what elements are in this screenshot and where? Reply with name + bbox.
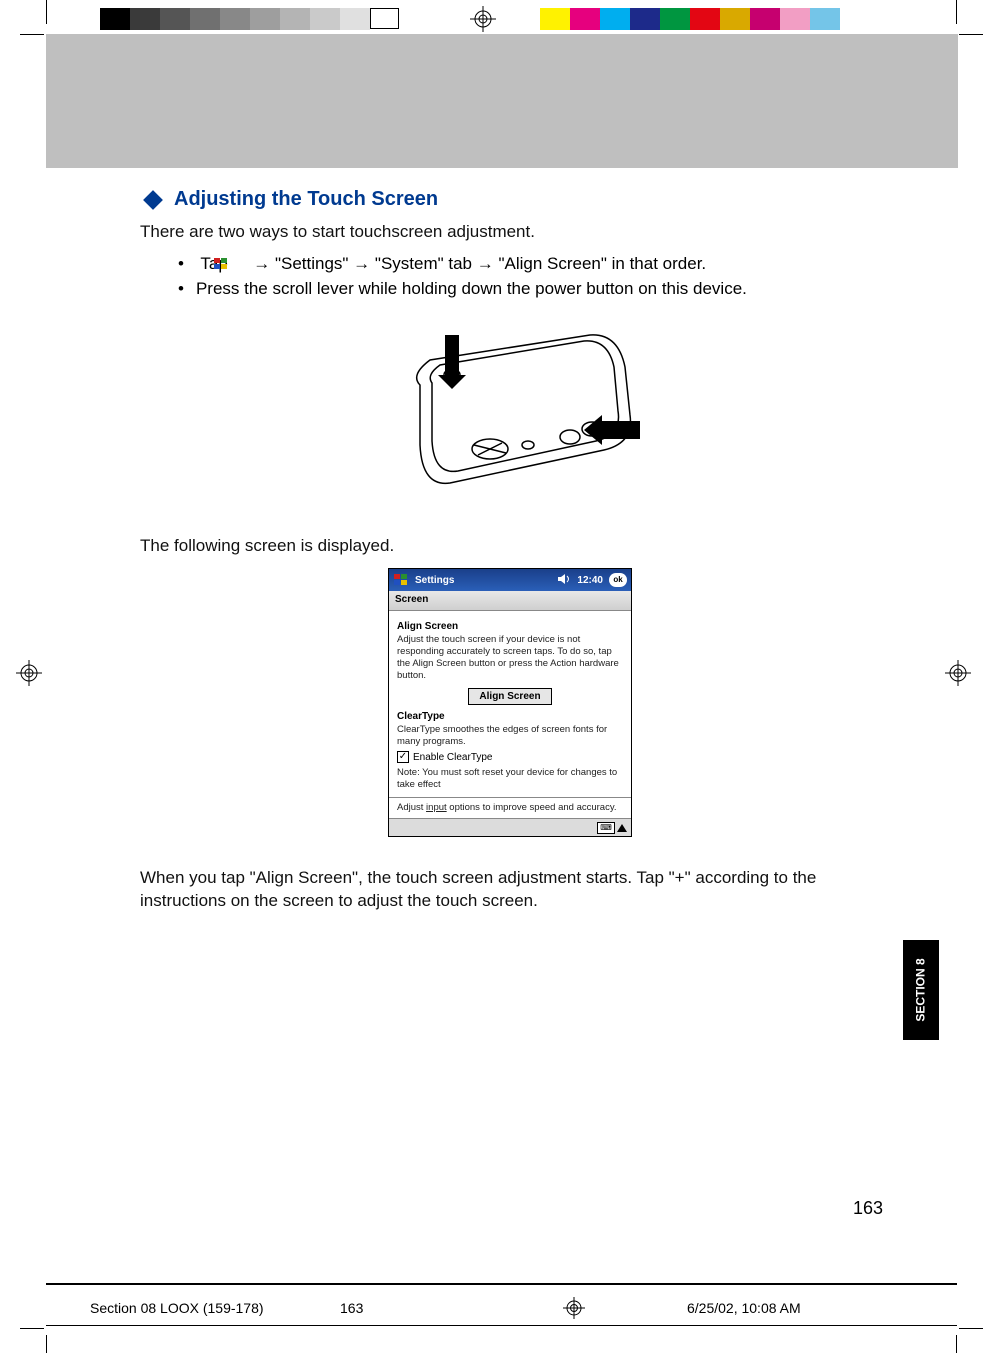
crop-mark [20, 34, 44, 35]
page-header-block [46, 34, 958, 168]
swatch [660, 8, 690, 30]
crop-mark [46, 0, 47, 24]
section-tab-label: SECTION 8 [914, 958, 928, 1021]
swatch [690, 8, 720, 30]
crop-mark [956, 0, 957, 24]
input-options-paragraph: Adjust input options to improve speed an… [397, 802, 623, 814]
align-screen-button[interactable]: Align Screen [468, 688, 551, 705]
swatch [750, 8, 780, 30]
note-paragraph: Note: You must soft reset your device fo… [397, 767, 623, 791]
crop-marks-bottom: Section 08 LOOX (159-178) 163 6/25/02, 1… [0, 1283, 987, 1353]
swatch [310, 8, 340, 30]
pda-subtitle-bar: Screen [389, 591, 631, 611]
ok-button[interactable]: ok [609, 573, 627, 587]
section-tab: SECTION 8 [903, 940, 939, 1040]
registration-mark-icon [563, 1297, 585, 1319]
footer-rule [46, 1325, 957, 1326]
footer-row: Section 08 LOOX (159-178) 163 6/25/02, 1… [90, 1297, 887, 1319]
registration-mark-icon [16, 660, 42, 686]
page-number: 163 [853, 1198, 883, 1219]
keyboard-icon[interactable]: ⌨ [597, 822, 615, 834]
divider [389, 797, 631, 798]
swatch [630, 8, 660, 30]
swatch [340, 8, 370, 30]
crop-mark [956, 1335, 957, 1353]
crop-mark [20, 1328, 44, 1329]
footer-rule [46, 1283, 957, 1285]
bullet-list: Tap → "Settings" → "System" tab → "Align… [178, 252, 880, 301]
swatch [160, 8, 190, 30]
conclusion-paragraph: When you tap "Align Screen", the touch s… [140, 867, 880, 913]
cleartype-paragraph: ClearType smoothes the edges of screen f… [397, 724, 623, 748]
swatch [190, 8, 220, 30]
align-paragraph: Adjust the touch screen if your device i… [397, 634, 623, 682]
pda-clock[interactable]: 12:40 [577, 575, 603, 586]
footer-page: 163 [340, 1300, 460, 1316]
swatch [130, 8, 160, 30]
sip-up-icon[interactable] [617, 824, 627, 832]
following-paragraph: The following screen is displayed. [140, 535, 880, 558]
crop-mark [46, 1335, 47, 1353]
swatch [100, 8, 130, 30]
pda-screenshot: Settings 12:40 ok Screen Align Screen Ad… [388, 568, 632, 837]
color-swatches [540, 8, 840, 30]
input-pre: Adjust [397, 802, 426, 813]
checkbox-label: Enable ClearType [413, 752, 493, 763]
bullet-1-post: → "Settings" → "System" tab → "Align Scr… [249, 254, 707, 273]
list-item: Press the scroll lever while holding dow… [178, 277, 880, 302]
pda-bottom-bar: ⌨ [389, 818, 631, 836]
swatch [810, 8, 840, 30]
pda-body: Align Screen Adjust the touch screen if … [389, 611, 631, 818]
input-post: options to improve speed and accuracy. [447, 802, 617, 813]
heading-text: Adjusting the Touch Screen [174, 188, 438, 211]
input-link[interactable]: input [426, 802, 447, 813]
crop-mark [959, 1328, 983, 1329]
windows-flag-icon [233, 254, 249, 268]
pda-screen-label: Screen [395, 594, 428, 605]
intro-paragraph: There are two ways to start touchscreen … [140, 221, 880, 244]
registration-mark-icon [945, 660, 971, 686]
footer-datetime: 6/25/02, 10:08 AM [687, 1300, 887, 1316]
list-item: Tap → "Settings" → "System" tab → "Align… [178, 252, 880, 277]
registration-mark-icon [470, 6, 496, 32]
cleartype-heading: ClearType [397, 711, 623, 722]
checkbox-icon[interactable]: ✓ [397, 751, 409, 763]
speaker-icon[interactable] [557, 573, 571, 588]
swatch [280, 8, 310, 30]
swatch [600, 8, 630, 30]
swatch [720, 8, 750, 30]
pda-titlebar: Settings 12:40 ok [389, 569, 631, 591]
page-content: Adjusting the Touch Screen There are two… [140, 188, 880, 913]
pda-title: Settings [415, 575, 454, 586]
device-diagram [380, 325, 640, 505]
footer-file: Section 08 LOOX (159-178) [90, 1300, 340, 1316]
start-flag-icon[interactable] [393, 573, 409, 587]
section-heading: Adjusting the Touch Screen [140, 188, 880, 211]
swatch [570, 8, 600, 30]
crop-mark [959, 34, 983, 35]
grey-swatches [100, 8, 399, 30]
swatch [370, 8, 399, 29]
swatch [220, 8, 250, 30]
swatch [250, 8, 280, 30]
align-heading: Align Screen [397, 621, 623, 632]
diamond-bullet-icon [143, 190, 163, 210]
swatch [780, 8, 810, 30]
cleartype-checkbox-row[interactable]: ✓ Enable ClearType [397, 751, 623, 763]
swatch [540, 8, 570, 30]
